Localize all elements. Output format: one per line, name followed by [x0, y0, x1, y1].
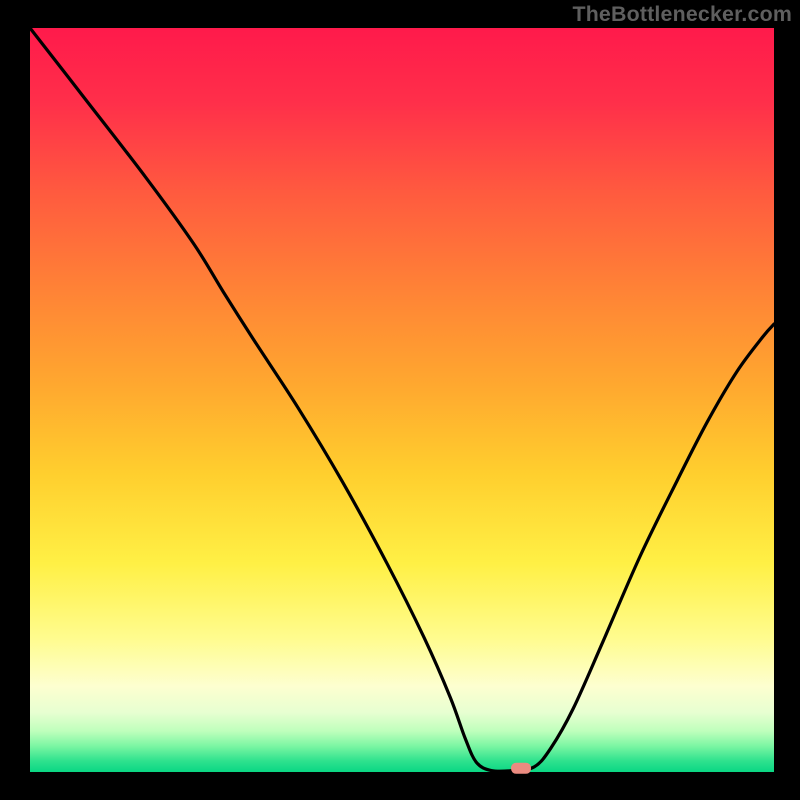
bottleneck-chart: TheBottlenecker.com [0, 0, 800, 800]
plot-left-border [27, 28, 30, 775]
current-config-marker [511, 763, 531, 774]
chart-svg [0, 0, 800, 800]
plot-background [30, 28, 774, 772]
plot-bottom-border [27, 772, 774, 775]
